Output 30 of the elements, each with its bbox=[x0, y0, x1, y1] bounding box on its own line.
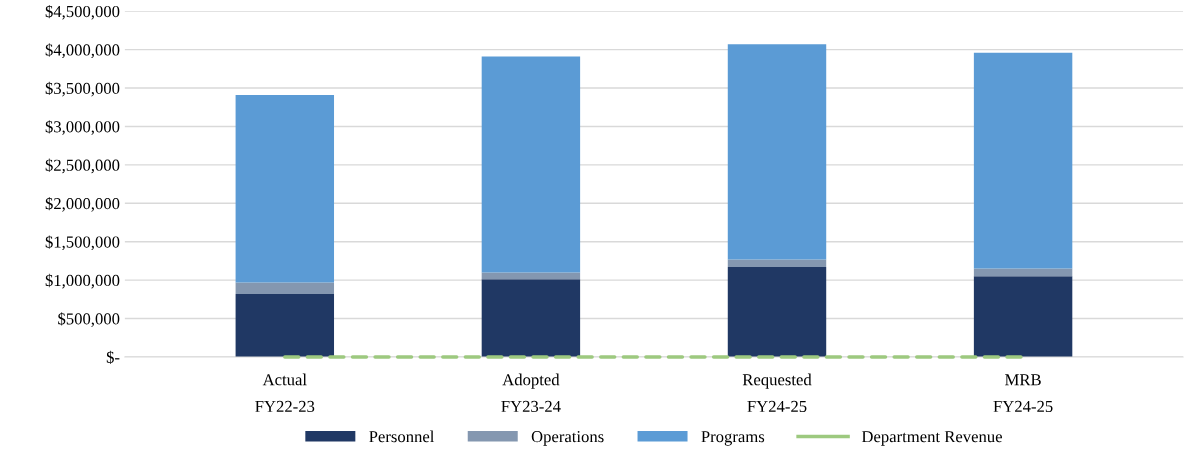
y-tick-label: $4,000,000 bbox=[45, 43, 120, 58]
bar bbox=[481, 56, 581, 273]
y-tick-label: $- bbox=[106, 350, 120, 365]
bar bbox=[727, 259, 827, 268]
x-tick-label: Adopted FY23-24 bbox=[501, 373, 561, 413]
legend-label: Department Revenue bbox=[861, 431, 1002, 446]
bar bbox=[727, 44, 827, 260]
bar bbox=[481, 279, 581, 357]
x-tick-label: Requested FY24-25 bbox=[742, 373, 812, 413]
bar bbox=[481, 272, 581, 280]
bar bbox=[235, 282, 335, 294]
y-tick-label: $1,500,000 bbox=[45, 235, 120, 251]
legend-label: Operations bbox=[531, 431, 604, 446]
y-tick-label: $4,500,000 bbox=[45, 4, 120, 20]
y-tick-label: $2,000,000 bbox=[45, 197, 120, 212]
bar bbox=[235, 293, 335, 357]
bar bbox=[973, 52, 1073, 269]
x-tick-label: Actual FY22-23 bbox=[255, 373, 315, 413]
legend-label: Programs bbox=[701, 431, 765, 446]
bar bbox=[973, 276, 1073, 357]
bar bbox=[973, 268, 1073, 277]
bar bbox=[727, 267, 827, 357]
y-tick-label: $3,500,000 bbox=[45, 81, 120, 97]
y-tick-label: $3,000,000 bbox=[45, 120, 120, 135]
y-tick-label: $500,000 bbox=[58, 312, 120, 327]
x-tick-label: MRB FY24-25 bbox=[993, 374, 1053, 413]
y-tick-label: $1,000,000 bbox=[45, 273, 120, 289]
legend-label: Personnel bbox=[369, 430, 435, 443]
bar bbox=[235, 94, 335, 283]
y-tick-label: $2,500,000 bbox=[45, 158, 120, 174]
